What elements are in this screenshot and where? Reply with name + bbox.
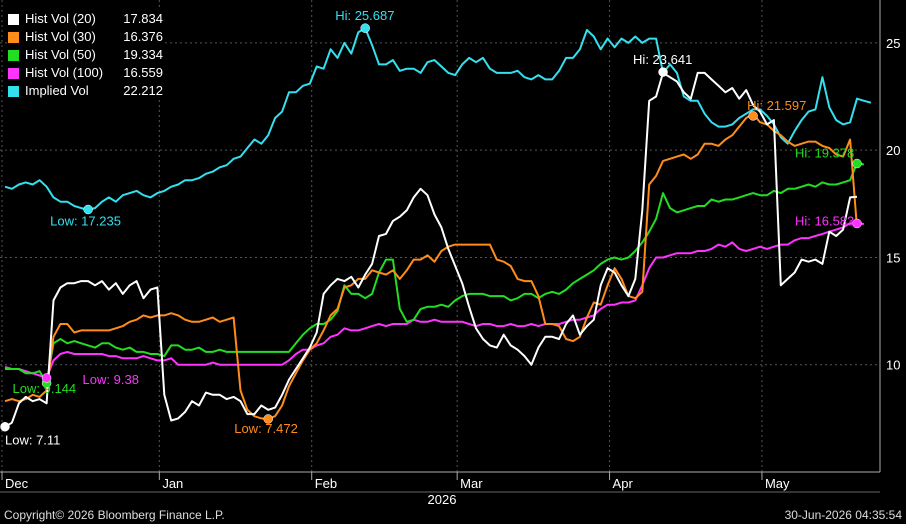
y-tick-label: 20 [886, 143, 900, 158]
low-label: Low: 7.472 [234, 421, 298, 436]
hi-marker [748, 111, 758, 121]
legend-series-value: 19.334 [123, 47, 163, 62]
legend-series-value: 22.212 [123, 83, 163, 98]
low-marker [41, 373, 52, 383]
copyright-text: Copyright© 2026 Bloomberg Finance L.P. [4, 508, 225, 522]
x-tick-label: Dec [5, 476, 29, 491]
low-label: Low: 17.235 [50, 214, 121, 229]
low-marker [83, 204, 93, 215]
hi-label: Hi: 16.583 [795, 213, 854, 228]
y-tick-label: 25 [886, 36, 900, 51]
low-label: Low: 7.11 [5, 433, 60, 448]
y-tick-label: 15 [886, 250, 900, 265]
hi-label: Hi: 23.641 [633, 52, 692, 67]
legend-item: Implied Vol 22.212 [8, 82, 163, 100]
series-line [4, 222, 865, 379]
x-tick-label: Mar [460, 476, 483, 491]
series-line [4, 27, 872, 211]
y-tick-label: 10 [886, 358, 900, 373]
hi-low-markers: Hi: 23.641 Low: 7.11 Hi: 21.597 Low: 7.472 H… [0, 8, 862, 448]
low-label: Low: 9.144 [13, 381, 77, 396]
legend-swatch [8, 67, 19, 79]
axes: 10152025DecJanFebMarAprMayJun2026 [0, 0, 900, 507]
legend-series-name: Hist Vol (30) [25, 29, 96, 44]
chart-legend: Hist Vol (20) 17.834 Hist Vol (30) 16.376 Hi… [8, 10, 163, 100]
hi-marker [852, 218, 862, 229]
legend-series-value: 16.559 [123, 65, 163, 80]
x-tick-label: Jan [162, 476, 183, 491]
hi-label: Hi: 25.687 [335, 8, 394, 23]
legend-swatch [8, 13, 19, 25]
hi-marker [658, 67, 668, 77]
timestamp-text: 30-Jun-2026 04:35:54 [784, 508, 902, 522]
legend-series-name: Hist Vol (50) [25, 47, 96, 62]
legend-item: Hist Vol (20) 17.834 [8, 10, 163, 28]
legend-item: Hist Vol (100) 16.559 [8, 64, 163, 82]
legend-series-value: 17.834 [123, 11, 163, 26]
low-marker [0, 421, 10, 432]
low-label: Low: 9.38 [83, 372, 139, 387]
x-tick-label: Apr [613, 476, 634, 491]
series-line [4, 71, 858, 428]
legend-swatch [8, 31, 19, 43]
legend-series-name: Implied Vol [25, 83, 89, 98]
hi-label: Hi: 19.378 [795, 146, 854, 161]
series-line [4, 112, 858, 420]
legend-series-name: Hist Vol (20) [25, 11, 96, 26]
low-marker [263, 414, 273, 424]
legend-swatch [8, 85, 19, 97]
legend-series-value: 16.376 [123, 29, 163, 44]
hi-marker [360, 23, 370, 33]
legend-item: Hist Vol (30) 16.376 [8, 28, 163, 46]
hi-marker [852, 158, 862, 169]
year-label: 2026 [428, 492, 457, 507]
legend-swatch [8, 49, 19, 61]
series-lines [4, 27, 872, 428]
x-tick-label: May [765, 476, 790, 491]
hi-label: Hi: 21.597 [747, 98, 806, 113]
legend-item: Hist Vol (50) 19.334 [8, 46, 163, 64]
series-line [5, 162, 865, 385]
x-tick-label: Feb [315, 476, 337, 491]
legend-series-name: Hist Vol (100) [25, 65, 104, 80]
